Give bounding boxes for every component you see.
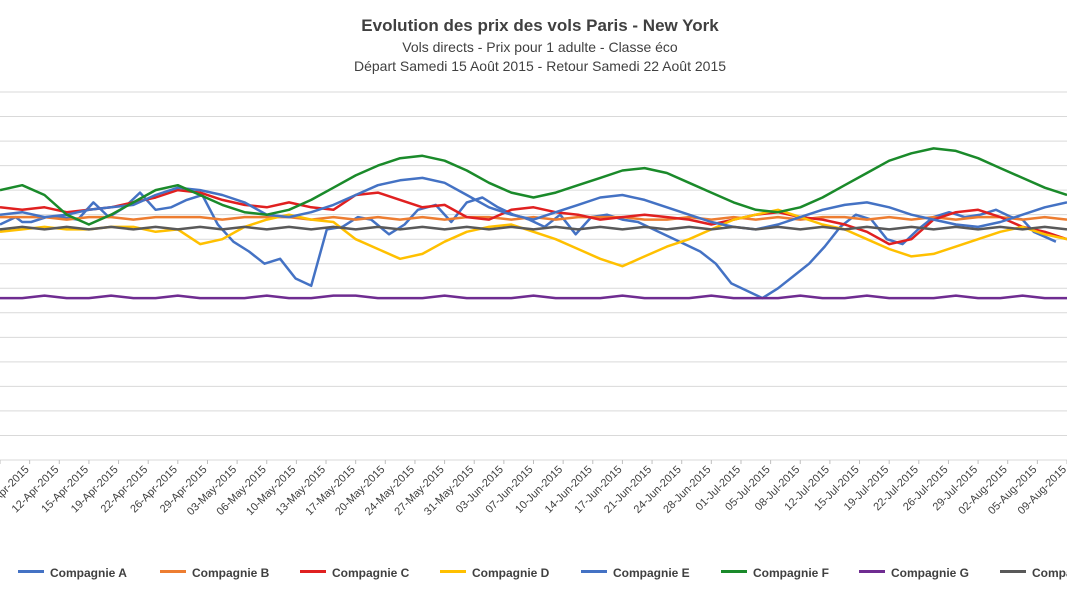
series-line-compagnie-b xyxy=(0,215,1067,221)
legend-label: Compagnie F xyxy=(753,566,830,580)
series-line-compagnie-g xyxy=(0,294,1067,300)
series-line-compagnie-e xyxy=(0,176,1067,231)
chart-subtitle-2: Départ Samedi 15 Août 2015 - Retour Same… xyxy=(353,58,727,74)
legend-label: Compagnie D xyxy=(472,566,550,580)
line-chart: 05-Apr-201508-Apr-201512-Apr-201515-Apr-… xyxy=(0,91,1067,518)
series-line-compagnie-c xyxy=(0,188,1067,246)
legend-swatch xyxy=(859,570,885,574)
legend-item: Compagnie B xyxy=(160,566,269,580)
series-line-compagnie-h xyxy=(0,225,1067,231)
legend-swatch xyxy=(1000,570,1026,574)
legend-label: Compa xyxy=(1032,566,1067,580)
chart-titles: Evolution des prix des vols Paris - New … xyxy=(0,14,1067,76)
legend-swatch xyxy=(160,570,186,574)
chart-title: Evolution des prix des vols Paris - New … xyxy=(361,16,719,35)
legend-item: Compagnie G xyxy=(859,566,969,580)
legend-label: Compagnie G xyxy=(891,566,970,580)
legend-swatch xyxy=(440,570,466,574)
legend-item: Compagnie C xyxy=(300,566,409,580)
legend-swatch xyxy=(300,570,326,574)
legend-item: Compagnie D xyxy=(440,566,549,580)
legend-swatch xyxy=(18,570,44,574)
legend-item: Compagnie A xyxy=(18,566,127,580)
legend-item: Compagnie E xyxy=(581,566,690,580)
chart-subtitle-1: Vols directs - Prix pour 1 adulte - Clas… xyxy=(402,39,678,55)
legend-item: Compagnie F xyxy=(721,566,829,580)
legend-label: Compagnie E xyxy=(613,566,690,580)
legend-label: Compagnie C xyxy=(332,566,410,580)
series-line-compagnie-f xyxy=(0,147,1067,226)
legend-label: Compagnie B xyxy=(192,566,270,580)
legend-swatch xyxy=(581,570,607,574)
legend-swatch xyxy=(721,570,747,574)
chart-legend: Compagnie A Compagnie B Compagnie C Compagn… xyxy=(0,566,1067,588)
legend-item: Compa xyxy=(1000,566,1067,580)
legend-label: Compagnie A xyxy=(50,566,127,580)
